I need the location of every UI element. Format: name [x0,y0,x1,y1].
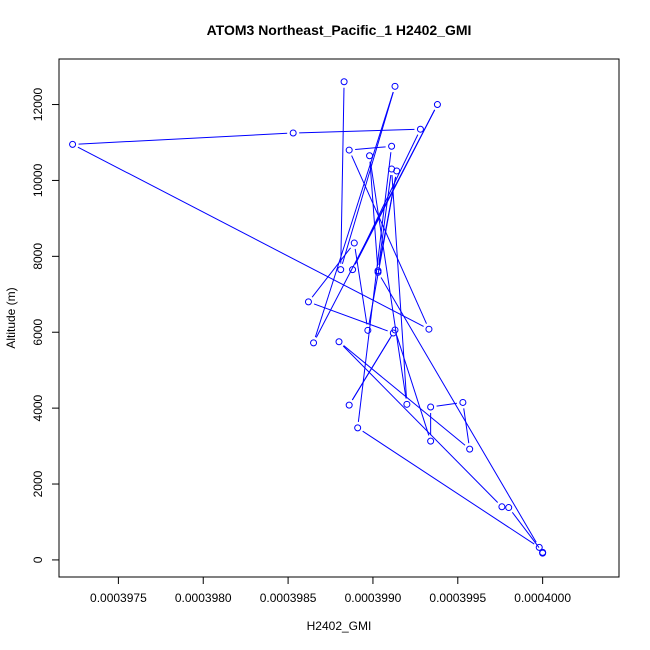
data-point [374,267,382,275]
data-point [425,325,433,333]
x-tick-label: 0.0003990 [345,591,402,605]
x-tick-label: 0.0003985 [260,591,317,605]
data-point [335,338,343,346]
series-layer [69,78,547,557]
data-point [403,400,411,408]
series-segment [362,430,535,545]
data-point [304,298,312,306]
data-point [416,125,424,133]
data-point [391,82,399,90]
data-point [393,167,401,175]
series-segment [351,334,393,401]
series-segment [313,303,388,332]
series-segment [311,247,351,298]
data-point [366,152,374,160]
series-segment [343,345,466,446]
series-segment [391,175,407,399]
y-axis-label: Altitude (m) [4,287,18,348]
x-tick-label: 0.0003975 [90,591,147,605]
x-tick-label: 0.0003995 [429,591,486,605]
data-point [388,142,396,150]
data-point [498,503,506,511]
data-point [535,543,543,551]
series-segment [354,109,436,265]
series-segment [378,174,392,265]
data-point [427,403,435,411]
series-segment [77,146,424,327]
data-point [539,549,547,557]
y-tick-label: 12000 [31,88,45,122]
data-point [337,266,345,274]
x-tick-label: 0.0004000 [514,591,571,605]
data-point [459,398,467,406]
y-tick-label: 10000 [31,163,45,197]
series-segment [314,91,394,338]
series-segment [354,248,368,325]
data-point [391,326,399,334]
series-segment [78,132,288,145]
y-tick-label: 8000 [31,243,45,270]
x-axis-label: H2402_GMI [307,619,372,633]
x-tick-label: 0.0003980 [175,591,232,605]
x-axis: 0.0003975 0.0003980 0.0003985 0.0003990 0.00… [90,576,571,605]
y-axis: 0 2000 4000 6000 8000 10000 12000 [31,88,60,563]
series-segment [463,408,470,444]
chart-title: ATOM3 Northeast_Pacific_1 H2402_GMI [207,22,472,38]
y-tick-label: 0 [31,556,45,563]
data-point [354,424,362,432]
data-point [340,78,348,86]
series-segment [342,345,499,503]
data-point [350,239,358,247]
data-point [433,101,441,109]
data-point [349,266,357,274]
series-segment [511,512,540,548]
data-point [345,146,353,154]
series-segment [369,161,379,267]
y-tick-label: 2000 [31,470,45,497]
y-tick-label: 6000 [31,319,45,346]
series-segment [436,402,458,407]
data-point [427,437,435,445]
series-segment [299,128,415,134]
series-segment [341,91,394,265]
data-point [310,339,318,347]
data-point [466,445,474,453]
series-segment [354,134,419,265]
series-segment [357,152,392,422]
series-segment [368,176,397,325]
series-segment [340,87,345,264]
data-point [69,140,77,148]
series-segment [380,277,537,543]
series-segment [396,335,430,436]
series-segment [369,161,407,399]
plot-frame [58,58,620,578]
series-segment [355,146,386,151]
data-point [364,326,372,334]
data-point [289,129,297,137]
series-segment [351,155,427,324]
y-tick-label: 4000 [31,394,45,421]
data-point [345,401,353,409]
data-point [505,504,513,512]
